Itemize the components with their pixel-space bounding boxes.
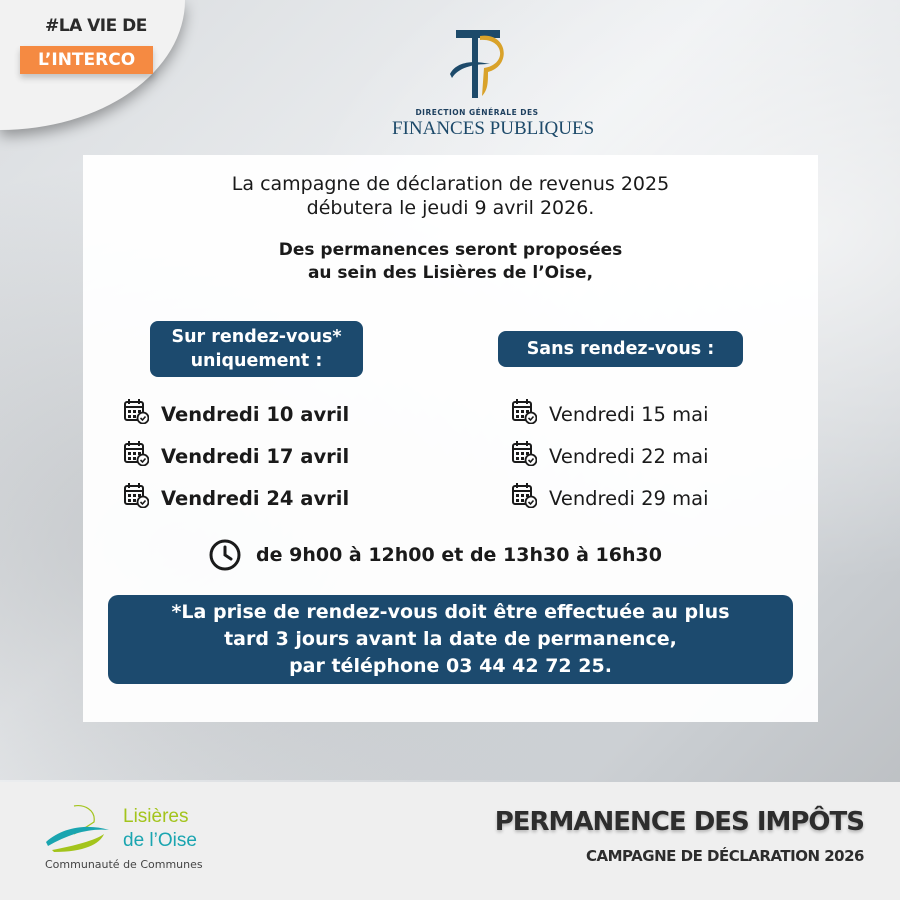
calendar-check-icon — [123, 398, 150, 431]
lisieres-logo-icon — [46, 805, 109, 852]
clock-icon — [209, 539, 241, 571]
intro-line2: débutera le jeudi 9 avril 2026. — [306, 197, 595, 219]
footer-subtitle: CAMPAGNE DE DÉCLARATION 2026 — [586, 847, 864, 865]
intro-line4: au sein des Lisières de l’Oise, — [307, 263, 594, 283]
hours-text: de 9h00 à 12h00 et de 13h30 à 16h30 — [256, 544, 662, 566]
note-line2: tard 3 jours avant la date de permanence… — [224, 628, 677, 650]
date-text: Vendredi 29 mai — [549, 486, 709, 510]
date-text: Vendredi 24 avril — [161, 486, 350, 510]
intro-line1: La campagne de déclaration de revenus 20… — [231, 173, 670, 195]
footer-title: PERMANENCE DES IMPÔTS — [494, 807, 865, 837]
dgfip-logo: DIRECTION GÉNÉRALE DES FINANCES PUBLIQUE… — [392, 26, 595, 140]
intro-line3: Des permanences seront proposées — [278, 240, 623, 260]
note-line3: par téléphone 03 44 42 72 25. — [289, 655, 612, 677]
badge-line2: L’INTERCO — [20, 46, 154, 74]
logo-line2: FINANCES PUBLIQUES — [392, 118, 595, 139]
appointment-note: *La prise de rendez-vous doit être effec… — [108, 595, 793, 684]
without-appointment-label: Sans rendez-vous : — [498, 331, 743, 367]
footer: Lisières de l’Oise Communauté de Commune… — [0, 782, 900, 900]
logo-line1: DIRECTION GÉNÉRALE DES — [415, 108, 539, 117]
date-text: Vendredi 15 mai — [549, 402, 709, 426]
date-text: Vendredi 17 avril — [161, 444, 350, 468]
date-text: Vendredi 10 avril — [161, 402, 350, 426]
info-card: La campagne de déclaration de revenus 20… — [83, 155, 818, 722]
calendar-check-icon — [123, 482, 150, 515]
note-line1: *La prise de rendez-vous doit être effec… — [171, 601, 730, 623]
list-item: Vendredi 29 mai — [511, 482, 709, 515]
calendar-check-icon — [123, 440, 150, 473]
calendar-check-icon — [511, 440, 538, 473]
list-item: Vendredi 10 avril — [123, 398, 349, 431]
calendar-check-icon — [511, 482, 538, 515]
list-item: Vendredi 24 avril — [123, 482, 349, 515]
hours: de 9h00 à 12h00 et de 13h30 à 16h30 — [208, 538, 662, 572]
with-appointment-label: Sur rendez-vous* uniquement : — [150, 321, 363, 377]
org-line3: Communauté de Communes — [45, 858, 203, 871]
org-line1: Lisières — [123, 806, 189, 827]
list-item: Vendredi 17 avril — [123, 440, 349, 473]
label-line1: Sur rendez-vous* — [171, 327, 342, 347]
org-line2: de l’Oise — [123, 830, 197, 851]
list-item: Vendredi 22 mai — [511, 440, 709, 473]
badge-line1: #LA VIE DE — [45, 16, 147, 36]
calendar-check-icon — [511, 398, 538, 431]
fp-monogram-icon — [450, 30, 504, 98]
date-text: Vendredi 22 mai — [549, 444, 709, 468]
list-item: Vendredi 15 mai — [511, 398, 709, 431]
label-line2: uniquement : — [190, 351, 323, 371]
